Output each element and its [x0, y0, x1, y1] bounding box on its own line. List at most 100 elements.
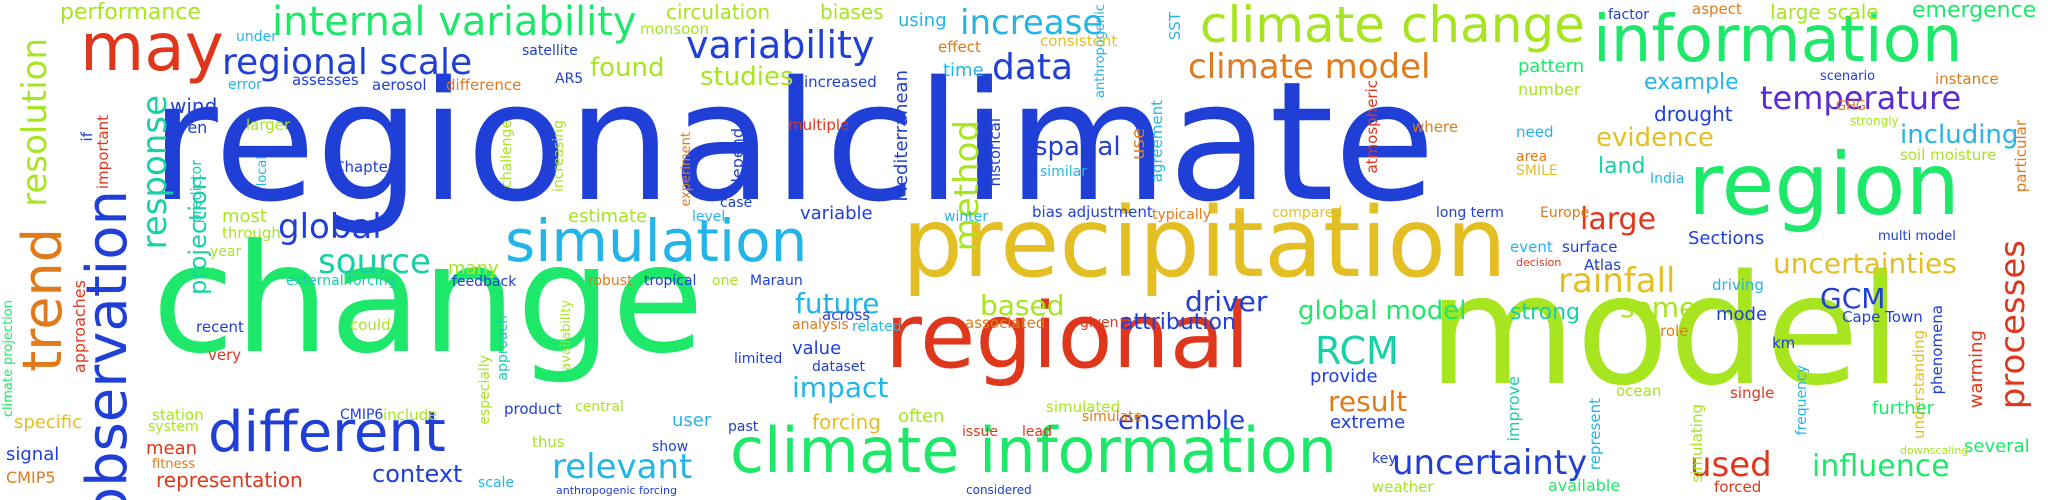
word: RCM: [1315, 329, 1399, 373]
word: anthropogenic forcing: [556, 484, 677, 497]
word: Europe: [1540, 205, 1590, 221]
word: circulation: [666, 0, 771, 24]
word: driving: [1712, 276, 1764, 294]
word: spatial: [1034, 132, 1121, 162]
word: need: [1516, 123, 1554, 141]
word: strongly: [1850, 114, 1899, 128]
word: strong: [1510, 300, 1581, 325]
word: area: [1516, 149, 1548, 165]
word: may: [80, 9, 224, 86]
word: instance: [1935, 70, 1999, 88]
word: single: [1730, 384, 1775, 402]
word: several: [1964, 436, 2030, 457]
word: approaches: [70, 280, 89, 374]
word: studies: [700, 62, 794, 92]
word: if: [78, 132, 96, 142]
word: change: [152, 213, 705, 387]
word: model: [1428, 242, 1902, 419]
word: long term: [1436, 205, 1504, 221]
word: climate model: [1188, 47, 1431, 87]
word: CMIP5: [6, 468, 56, 487]
word: future: [795, 287, 880, 320]
word: impact: [792, 371, 889, 404]
word: bias adjustment: [1032, 203, 1153, 221]
word: show: [652, 439, 689, 455]
word: factor: [1608, 7, 1650, 23]
word: downscaling: [1900, 444, 1969, 457]
word: driver: [1185, 285, 1268, 318]
word: under: [236, 29, 278, 45]
word: performance: [60, 0, 201, 25]
word: key: [1372, 451, 1397, 467]
word: region: [1688, 135, 1960, 235]
word: lead: [1022, 424, 1052, 440]
word: difference: [446, 76, 522, 94]
word: based: [980, 289, 1065, 322]
word: internal variability: [272, 0, 637, 45]
word: uncertainties: [1773, 247, 1957, 280]
word: across: [822, 306, 871, 324]
word: larger: [246, 116, 291, 134]
word: multi model: [1878, 229, 1956, 244]
word: dataset: [812, 359, 865, 375]
word: found: [590, 53, 665, 83]
word: thus: [532, 433, 565, 451]
word: global model: [1298, 296, 1467, 326]
word: influence: [1812, 449, 1950, 484]
word: often: [898, 406, 945, 427]
word: SST: [1166, 12, 1184, 41]
word: depend: [728, 128, 747, 189]
word: improve: [1504, 376, 1523, 442]
word: through: [222, 224, 281, 242]
word: climate information: [730, 414, 1337, 487]
word: case: [720, 195, 753, 211]
word: issue: [962, 424, 998, 440]
word: level: [692, 209, 726, 225]
word: trend: [11, 228, 74, 372]
word: especially: [477, 355, 493, 425]
word: AR5: [555, 71, 584, 87]
word: even: [168, 118, 208, 137]
word: global: [278, 207, 382, 247]
word: India: [1650, 171, 1685, 187]
word: ensemble: [1118, 406, 1246, 436]
word: value: [792, 338, 842, 359]
word: local: [255, 156, 270, 187]
word: precipitation: [902, 187, 1507, 299]
word: understanding: [1910, 330, 1928, 440]
word: effect: [938, 38, 981, 56]
word: simulated: [1046, 398, 1121, 416]
word: winter: [944, 209, 989, 225]
word: context: [372, 460, 463, 488]
word: variable: [800, 203, 873, 224]
word: important: [94, 115, 112, 190]
word: typically: [1152, 207, 1211, 223]
word: past: [728, 419, 759, 435]
word: agreement: [1148, 100, 1166, 183]
word: aspect: [1692, 0, 1742, 18]
word: feedback: [452, 274, 517, 290]
word: event: [1510, 238, 1553, 256]
word: weather: [1372, 478, 1434, 496]
word: different: [208, 400, 446, 465]
word: include: [383, 406, 438, 424]
word: increasing: [551, 120, 567, 193]
word: use: [1128, 128, 1149, 160]
word: scenario: [1820, 69, 1876, 84]
word: ocean: [1616, 382, 1662, 400]
word: phenomena: [1928, 305, 1946, 395]
word: associated: [965, 314, 1046, 332]
word: assesses: [292, 71, 359, 89]
word: frequency: [1794, 365, 1810, 436]
word: evidence: [1596, 123, 1714, 153]
word: increased: [804, 73, 877, 91]
word: atmospheric: [1363, 80, 1381, 174]
word: aerosol: [372, 76, 427, 94]
word: user: [672, 410, 712, 431]
word: product: [504, 400, 562, 418]
word: very: [208, 346, 242, 364]
word: simulating: [1688, 404, 1706, 483]
word: using: [898, 10, 947, 31]
word: signal: [6, 444, 60, 465]
